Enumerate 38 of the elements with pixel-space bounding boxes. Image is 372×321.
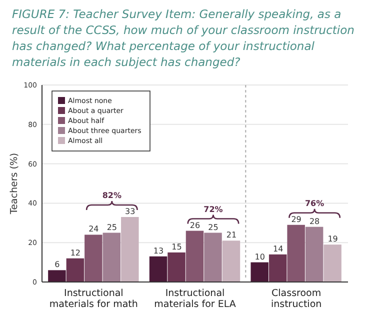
bar <box>121 216 139 282</box>
bar <box>204 232 222 282</box>
data-label: 19 <box>328 234 338 244</box>
data-label: 28 <box>309 216 320 226</box>
data-label: 13 <box>153 246 164 256</box>
data-label: 12 <box>70 248 81 258</box>
bar <box>168 252 186 282</box>
chart-title: FIGURE 7: Teacher Survey Item: Generally speaking, as a result of the CCSS, how much of your classroom instruction has changed? What percentage of your instructional materials in each subject has changed? <box>12 7 354 69</box>
bar <box>305 226 324 282</box>
bar <box>287 224 305 282</box>
x-tick-label: Instructional materials for math <box>49 288 138 310</box>
bar <box>222 240 240 282</box>
bar <box>149 256 168 282</box>
x-tick-label: Classroom instruction <box>270 288 322 310</box>
bar <box>102 232 121 282</box>
annotation: 76% <box>304 198 324 208</box>
data-label: 25 <box>106 222 118 232</box>
annotation: 72% <box>204 204 223 214</box>
data-label: 29 <box>291 214 302 224</box>
x-tick-label: Instructional materials for ELA <box>154 288 236 310</box>
y-axis-title: Teachers (%) <box>9 152 20 216</box>
data-label: 14 <box>272 244 284 254</box>
data-label: 10 <box>254 252 265 262</box>
data-label: 21 <box>226 230 237 240</box>
data-label: 26 <box>190 220 200 230</box>
data-label: 25 <box>208 222 218 232</box>
data-label: 6 <box>54 260 60 270</box>
bar <box>186 230 204 282</box>
data-label: 15 <box>172 242 182 252</box>
bar <box>250 262 268 282</box>
bar <box>324 244 342 282</box>
bar <box>84 234 102 282</box>
bar <box>66 258 84 282</box>
data-label: 33 <box>125 206 136 216</box>
annotation: 82% <box>102 190 122 200</box>
data-label: 24 <box>88 224 99 234</box>
bar <box>268 254 287 282</box>
bar <box>48 270 66 282</box>
